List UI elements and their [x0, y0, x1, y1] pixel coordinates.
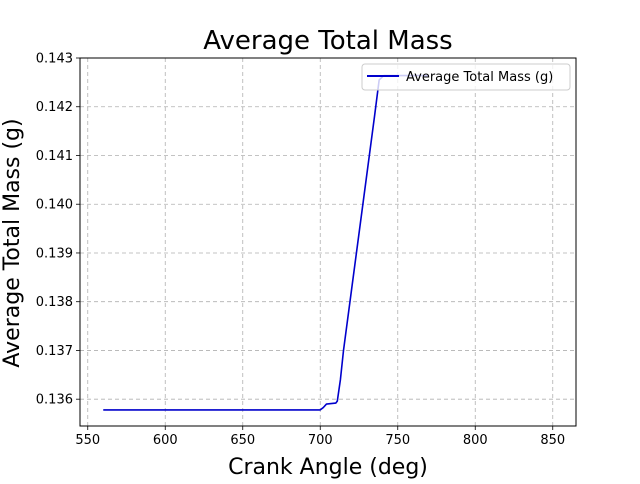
y-tick-label: 0.143	[36, 52, 73, 67]
x-tick-label: 700	[308, 433, 333, 448]
x-tick-label: 550	[75, 433, 100, 448]
x-tick-label: 850	[540, 433, 565, 448]
y-tick-label: 0.142	[36, 100, 73, 115]
axis-ticks: 550 600 650 700 750 800 850 0.136 0.137 0.138 0.13…	[36, 52, 565, 449]
plot-frame	[79, 57, 577, 427]
x-tick-label: 800	[463, 433, 488, 448]
x-tick-label: 650	[230, 433, 255, 448]
legend: Average Total Mass (g)	[361, 63, 571, 91]
x-axis-label: Crank Angle (deg)	[228, 455, 428, 480]
y-tick-label: 0.140	[36, 198, 73, 213]
legend-box	[361, 63, 571, 91]
y-tick-label: 0.138	[36, 295, 73, 310]
x-tick-label: 750	[385, 433, 410, 448]
y-tick-label: 0.139	[36, 246, 73, 261]
chart-title: Average Total Mass	[203, 26, 452, 56]
y-tick-label: 0.136	[36, 393, 73, 408]
legend-label: Average Total Mass (g)	[406, 70, 553, 85]
y-tick-label: 0.141	[36, 149, 73, 164]
y-tick-label: 0.137	[36, 344, 73, 359]
x-tick-label: 600	[153, 433, 178, 448]
y-axis-label: Average Total Mass (g)	[0, 118, 25, 367]
